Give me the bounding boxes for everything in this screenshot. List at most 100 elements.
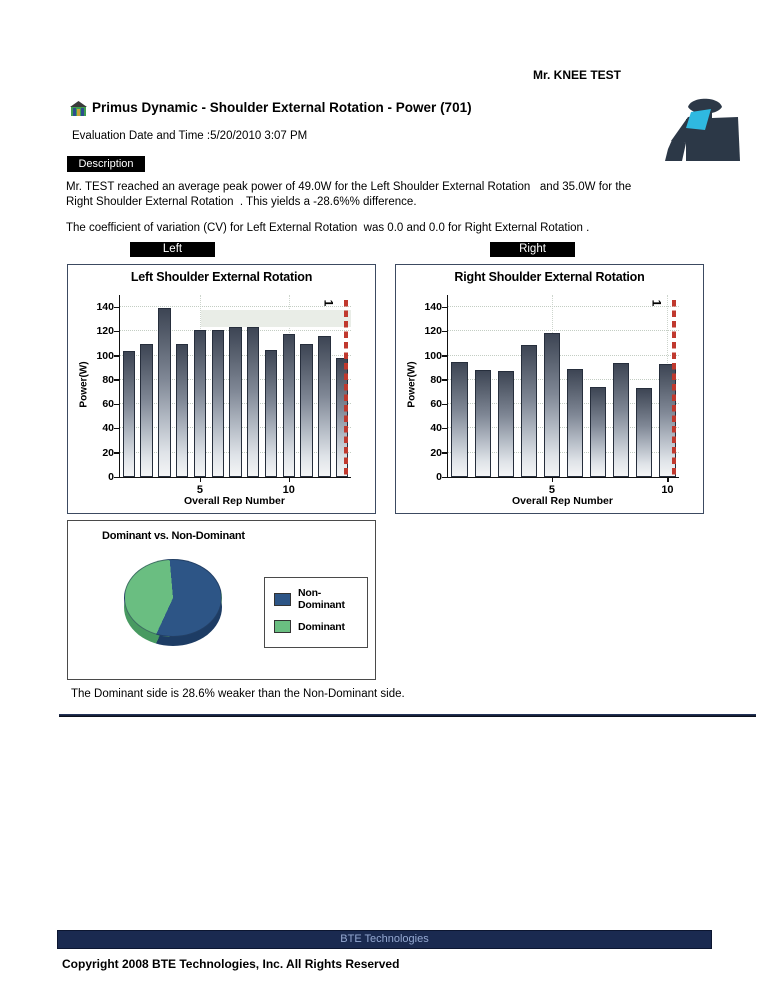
- legend-label: Non-Dominant: [298, 587, 345, 611]
- x-tick-mark: [288, 478, 291, 482]
- y-tick-mark: [114, 476, 120, 478]
- x-tick-label: 10: [661, 484, 674, 496]
- y-tick-label: 120: [96, 325, 114, 338]
- y-tick-label: 60: [102, 398, 114, 411]
- y-tick-label: 0: [436, 471, 442, 483]
- bar-rep-1: [122, 350, 136, 477]
- bar-rep-11: [300, 343, 313, 477]
- y-gridline: [448, 330, 679, 332]
- y-tick-label: 80: [102, 373, 114, 386]
- y-tick-label: 40: [102, 422, 114, 435]
- y-tick-label: 100: [96, 349, 114, 362]
- legend-swatch: [274, 592, 291, 606]
- dominance-pie-box: Dominant vs. Non-Dominant Non-Dominant Do…: [67, 520, 376, 680]
- y-gridline: [448, 306, 679, 308]
- bar-rep-7: [229, 326, 242, 477]
- bar-rep-9: [636, 388, 653, 477]
- evaluation-date: Evaluation Date and Time :5/20/2010 3:07…: [72, 130, 308, 142]
- y-tick-mark: [114, 403, 120, 406]
- y-tick-mark: [114, 330, 120, 333]
- x-axis-label: Overall Rep Number: [184, 495, 285, 507]
- bar-rep-4: [175, 343, 189, 477]
- cursor-line: [672, 300, 676, 477]
- bar-rep-8: [613, 362, 630, 477]
- y-tick-label: 140: [96, 301, 114, 314]
- x-tick-mark: [551, 478, 554, 482]
- y-tick-mark: [114, 379, 120, 381]
- primus-machine-icon: [70, 101, 87, 116]
- x-tick-label: 5: [196, 484, 204, 496]
- bar-rep-7: [590, 387, 607, 477]
- y-tick-label: 40: [430, 422, 442, 435]
- cursor-label: 1: [649, 299, 664, 307]
- y-gridline: [448, 403, 679, 405]
- y-gridline: [448, 451, 679, 453]
- bar-rep-6: [211, 330, 224, 477]
- y-tick-label: 20: [430, 446, 442, 459]
- y-tick-label: 140: [424, 301, 442, 314]
- left-section-badge: Left: [130, 242, 215, 257]
- bar-rep-9: [264, 349, 278, 477]
- bar-rep-5: [543, 332, 561, 477]
- chart-title: Left Shoulder External Rotation: [130, 270, 313, 284]
- plot-area: 0 20 40 60 80 100 120 140 5 10 1: [424, 295, 679, 496]
- shoulder-highlighted-icon: [665, 98, 740, 161]
- x-axis-label: Overall Rep Number: [512, 495, 613, 507]
- y-tick-mark: [114, 355, 120, 357]
- y-tick-mark: [442, 403, 448, 406]
- y-tick-label: 60: [430, 398, 442, 411]
- legend-item: Dominant: [274, 620, 367, 633]
- y-tick-mark: [442, 355, 448, 357]
- y-tick-mark: [442, 330, 448, 333]
- plot-area: 0 20 40 60 80 100 120 140 5 10 1: [96, 295, 351, 496]
- y-tick-label: 120: [424, 325, 442, 338]
- footer-bar: BTE Technologies: [57, 930, 712, 949]
- shaded-region: [200, 309, 351, 327]
- y-gridline: [448, 354, 679, 356]
- y-tick-label: 80: [430, 373, 442, 386]
- right-bar-chart: Right Shoulder External Rotation Power(W…: [395, 264, 704, 514]
- bar-rep-5: [193, 330, 207, 477]
- cursor-line: [344, 300, 348, 477]
- divider-line: [59, 714, 756, 717]
- y-tick-label: 100: [424, 349, 442, 362]
- y-tick-mark: [442, 379, 448, 381]
- bar-rep-2: [474, 370, 491, 477]
- bar-rep-8: [247, 326, 260, 477]
- bar-rep-6: [566, 369, 584, 477]
- bar-rep-2: [140, 343, 153, 477]
- y-tick-mark: [442, 427, 448, 430]
- legend-label: Dominant: [298, 620, 345, 633]
- y-tick-mark: [442, 476, 448, 478]
- bar-rep-12: [318, 336, 331, 477]
- y-tick-label: 20: [102, 446, 114, 459]
- y-tick-mark: [114, 427, 120, 430]
- x-tick-mark: [199, 478, 202, 482]
- right-section-badge: Right: [490, 242, 575, 257]
- y-tick-mark: [442, 306, 448, 309]
- left-bar-chart: Left Shoulder External Rotation Power(W)…: [67, 264, 376, 514]
- report-title: Primus Dynamic - Shoulder External Rotat…: [92, 100, 472, 115]
- cursor-label: 1: [321, 299, 336, 307]
- pie-top: [124, 559, 222, 637]
- bar-rep-3: [497, 371, 514, 477]
- description-text-2: The coefficient of variation (CV) for Le…: [66, 222, 590, 234]
- description-badge: Description: [67, 156, 145, 172]
- bar-rep-3: [158, 308, 171, 477]
- pie-chart: [124, 559, 222, 647]
- x-tick-mark: [667, 478, 669, 482]
- x-tick-label: 10: [282, 484, 295, 496]
- pie-title: Dominant vs. Non-Dominant: [102, 530, 245, 542]
- dominance-note: The Dominant side is 28.6% weaker than t…: [71, 688, 405, 700]
- y-tick-label: 0: [108, 471, 114, 483]
- copyright-text: Copyright 2008 BTE Technologies, Inc. Al…: [62, 957, 400, 971]
- pie-legend: Non-Dominant Dominant: [264, 577, 368, 648]
- legend-item: Non-Dominant: [274, 587, 367, 611]
- legend-swatch: [274, 620, 291, 633]
- y-tick-mark: [442, 452, 448, 454]
- y-gridline: [448, 427, 679, 429]
- chart-title: Right Shoulder External Rotation: [454, 270, 645, 284]
- description-text-1: Mr. TEST reached an average peak power o…: [66, 181, 632, 208]
- y-gridline: [120, 306, 351, 308]
